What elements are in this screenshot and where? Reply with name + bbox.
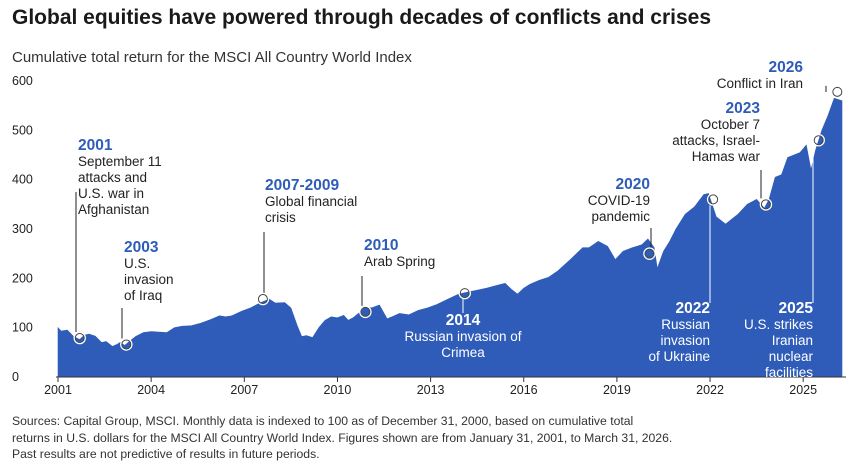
annotation-label: attacks, Israel- bbox=[672, 133, 760, 148]
x-tick-label: 2016 bbox=[510, 383, 538, 397]
annotation-year: 2023 bbox=[726, 100, 761, 117]
annotation-label: pandemic bbox=[591, 209, 650, 224]
chart-title: Global equities have powered through dec… bbox=[12, 6, 711, 29]
annotation-label: U.S. strikes bbox=[744, 317, 813, 332]
annotation-marker bbox=[257, 294, 268, 305]
x-tick-label: 2004 bbox=[137, 383, 165, 397]
annotation-label: Global financial bbox=[265, 194, 357, 209]
annotation-marker-halo bbox=[359, 305, 372, 319]
x-tick-label: 2013 bbox=[417, 383, 445, 397]
annotation-label: U.S. war in bbox=[78, 186, 144, 201]
annotation-label: Arab Spring bbox=[364, 254, 435, 269]
y-tick-label: 300 bbox=[12, 222, 33, 236]
x-tick-label: 2025 bbox=[789, 383, 817, 397]
annotation-marker bbox=[760, 199, 771, 210]
source-line: Sources: Capital Group, MSCI. Monthly da… bbox=[12, 414, 634, 428]
annotation-marker-halo bbox=[256, 292, 270, 306]
chart-canvas: 2001 2004 2007 2010 2013 2016 2019 2022 2025 0 100… bbox=[12, 59, 846, 397]
x-tick-label: 2022 bbox=[696, 383, 724, 397]
y-tick-label: 600 bbox=[12, 74, 33, 88]
annotation-label: Russian invasion of bbox=[404, 329, 521, 344]
source-line: returns in U.S. dollars for the MSCI All… bbox=[12, 430, 673, 445]
annotation-label: facilities bbox=[765, 365, 813, 380]
annotation-marker-halo bbox=[812, 133, 825, 147]
annotation-year: 2003 bbox=[124, 239, 159, 256]
y-tick-label: 500 bbox=[12, 123, 33, 137]
annotation-marker-halo bbox=[73, 331, 86, 345]
annotation-year: 2007-2009 bbox=[265, 177, 340, 194]
annotation-marker-halo bbox=[706, 193, 720, 206]
annotation-marker bbox=[459, 288, 470, 299]
annotation-marker-halo bbox=[759, 198, 773, 211]
x-tick-label: 2007 bbox=[230, 383, 258, 397]
annotation-label: COVID-19 bbox=[588, 193, 650, 208]
source-note: Sources: Capital Group, MSCI. Monthly da… bbox=[12, 413, 852, 463]
annotation-label: U.S. bbox=[124, 256, 150, 271]
annotation-marker bbox=[121, 339, 132, 350]
y-tick-label: 400 bbox=[12, 173, 33, 187]
y-tick-label: 100 bbox=[12, 321, 33, 335]
annotation-year: 2022 bbox=[676, 300, 710, 317]
chart-subtitle: Cumulative total return for the MSCI All… bbox=[12, 49, 412, 66]
annotation-year: 2014 bbox=[446, 312, 481, 329]
annotation-marker-halo bbox=[458, 286, 471, 300]
annotation-year: 2026 bbox=[769, 59, 804, 76]
y-tick-label: 0 bbox=[12, 370, 19, 384]
area-series bbox=[57, 97, 843, 378]
source-line: Past results are not predictive of resul… bbox=[12, 447, 320, 461]
annotation-label: of Ukraine bbox=[648, 349, 710, 364]
annotation-year: 2020 bbox=[616, 176, 650, 193]
annotation-label: Russian bbox=[661, 317, 710, 332]
annotation-marker bbox=[360, 306, 371, 317]
annotation-marker bbox=[832, 86, 843, 97]
x-tick-label: 2019 bbox=[603, 383, 631, 397]
annotation-marker bbox=[813, 135, 824, 146]
annotation-marker-halo bbox=[120, 338, 133, 351]
annotation-label: invasion bbox=[660, 333, 710, 348]
annotation-label: October 7 bbox=[701, 117, 760, 132]
y-tick-label: 200 bbox=[12, 271, 33, 285]
annotation-label: nuclear bbox=[769, 349, 814, 364]
annotation-year: 2010 bbox=[364, 237, 398, 254]
x-tick-label: 2010 bbox=[324, 383, 352, 397]
annotation-label: invasion bbox=[124, 272, 174, 287]
annotation-label: of Iraq bbox=[124, 288, 162, 303]
annotation-label: crisis bbox=[265, 210, 296, 225]
annotation-marker-halo bbox=[643, 247, 656, 260]
annotation-year: 2025 bbox=[779, 300, 814, 317]
annotation-label: Iranian bbox=[772, 333, 813, 348]
annotation-label: Hamas war bbox=[692, 149, 761, 164]
x-tick-label: 2001 bbox=[44, 383, 72, 397]
annotation-marker bbox=[708, 194, 719, 205]
annotation-label: Crimea bbox=[441, 345, 485, 360]
annotation-year: 2001 bbox=[78, 137, 113, 154]
annotation-marker-halo bbox=[831, 85, 844, 99]
annotation-marker bbox=[644, 248, 655, 259]
annotation-label: Afghanistan bbox=[78, 202, 149, 217]
annotation-label: attacks and bbox=[78, 170, 147, 185]
annotation-label: Conflict in Iran bbox=[717, 76, 803, 91]
annotation-label: September 11 bbox=[78, 154, 162, 169]
annotation-marker bbox=[74, 333, 85, 344]
